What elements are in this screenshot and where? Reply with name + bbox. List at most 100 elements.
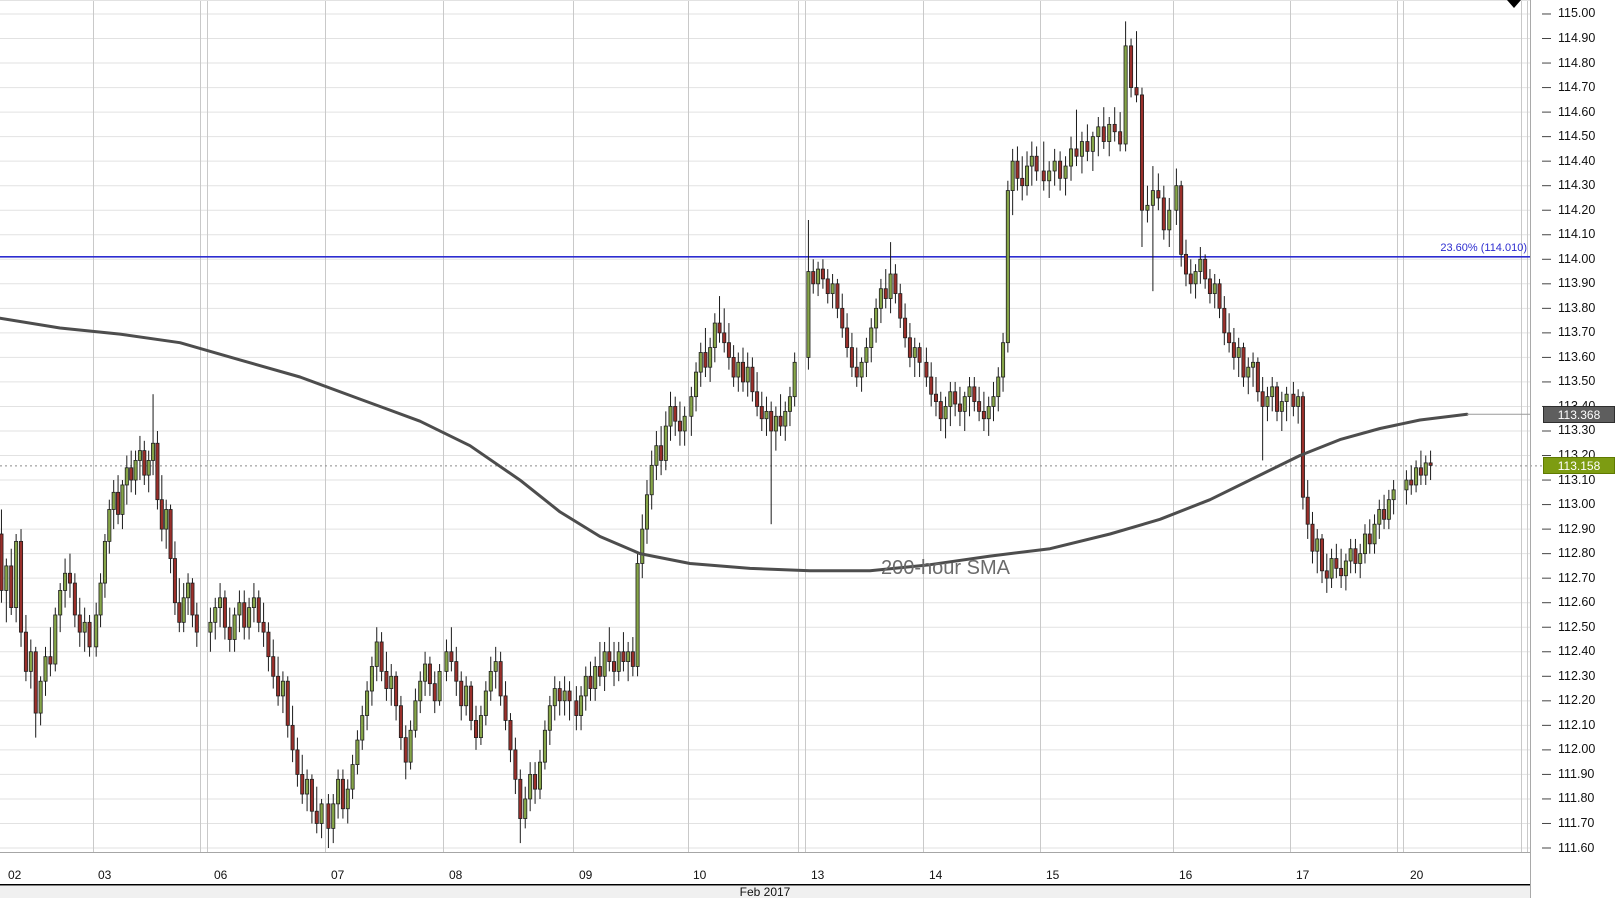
candle <box>394 671 399 721</box>
candle <box>816 261 821 297</box>
candle <box>523 786 528 829</box>
candle <box>967 377 972 417</box>
candle <box>374 627 379 682</box>
candle <box>759 391 764 431</box>
candle <box>1391 480 1396 515</box>
candle <box>72 573 77 628</box>
candle <box>432 671 437 714</box>
candle <box>1145 185 1150 223</box>
candle <box>14 534 19 623</box>
candle <box>635 553 640 677</box>
candle <box>508 713 513 763</box>
candle <box>164 499 169 549</box>
candle <box>677 401 682 446</box>
candle <box>1069 136 1074 181</box>
candle <box>835 278 840 319</box>
candle <box>1414 460 1419 493</box>
candle <box>1339 548 1344 588</box>
candle <box>1156 173 1161 211</box>
y-axis-label: 114.30 <box>1558 178 1596 193</box>
candle <box>271 639 276 689</box>
candle <box>384 651 389 701</box>
y-axis-label: 113.00 <box>1558 497 1596 512</box>
candle <box>1358 543 1363 579</box>
candle <box>811 259 816 294</box>
candle <box>276 656 281 706</box>
x-axis-day-label: 20 <box>1410 868 1424 882</box>
candle <box>820 259 825 289</box>
candle <box>493 646 498 689</box>
x-axis-day-label: 10 <box>693 868 707 882</box>
candle <box>787 386 792 427</box>
candle <box>977 386 982 422</box>
y-axis-label: 115.00 <box>1558 6 1596 21</box>
candle <box>232 607 237 652</box>
candle <box>1112 107 1117 142</box>
y-axis-label: 113.90 <box>1558 276 1596 291</box>
candle <box>1005 180 1010 353</box>
candle <box>518 769 523 844</box>
y-axis-ticks <box>1542 13 1551 849</box>
candle <box>883 269 888 309</box>
candle <box>1085 124 1090 162</box>
candle <box>181 583 186 633</box>
candle <box>574 686 579 731</box>
candle <box>668 391 673 441</box>
candle <box>403 725 408 780</box>
candle <box>957 386 962 427</box>
candle <box>503 681 508 731</box>
candle <box>917 342 922 378</box>
candle <box>583 666 588 711</box>
candle <box>859 357 864 392</box>
candle <box>689 386 694 436</box>
candle <box>116 475 121 525</box>
x-axis-day-label: 13 <box>811 868 825 882</box>
candle <box>806 220 811 370</box>
candle <box>972 377 977 412</box>
candle <box>1025 151 1030 196</box>
candle <box>1329 548 1334 588</box>
candle <box>111 480 116 530</box>
candle <box>1063 156 1068 196</box>
candle <box>146 450 151 493</box>
candle <box>155 430 160 510</box>
candle <box>538 749 543 799</box>
candle <box>607 627 612 672</box>
candle <box>53 607 58 672</box>
candle <box>1275 381 1280 422</box>
candle <box>1034 146 1039 181</box>
candle <box>849 332 854 378</box>
candle <box>102 534 107 598</box>
period-label-strip: Feb 2017 <box>0 886 1530 898</box>
candle <box>1193 264 1198 299</box>
candle <box>369 656 374 706</box>
candle <box>888 242 893 314</box>
candle <box>1167 197 1172 248</box>
candle <box>1367 519 1372 554</box>
candle <box>764 396 769 436</box>
candle <box>1320 534 1325 584</box>
candle <box>365 681 370 731</box>
candle <box>953 381 958 417</box>
candle <box>1372 514 1377 554</box>
candle <box>129 450 134 493</box>
candle <box>616 641 621 682</box>
triangle-down-icon[interactable] <box>1507 0 1521 8</box>
candle <box>1343 553 1348 591</box>
candle <box>266 622 271 672</box>
candle <box>1428 450 1433 481</box>
candle <box>326 794 331 849</box>
candle <box>1183 239 1188 287</box>
y-axis-label: 112.60 <box>1558 595 1596 610</box>
y-axis-label: 112.80 <box>1558 546 1596 561</box>
candle <box>1118 112 1123 152</box>
candle <box>172 541 177 615</box>
candle <box>612 641 617 687</box>
candle <box>1236 337 1241 378</box>
candle <box>722 308 727 353</box>
candle <box>907 323 912 368</box>
candle <box>1096 117 1101 157</box>
candle <box>63 558 68 608</box>
candle <box>933 377 938 417</box>
